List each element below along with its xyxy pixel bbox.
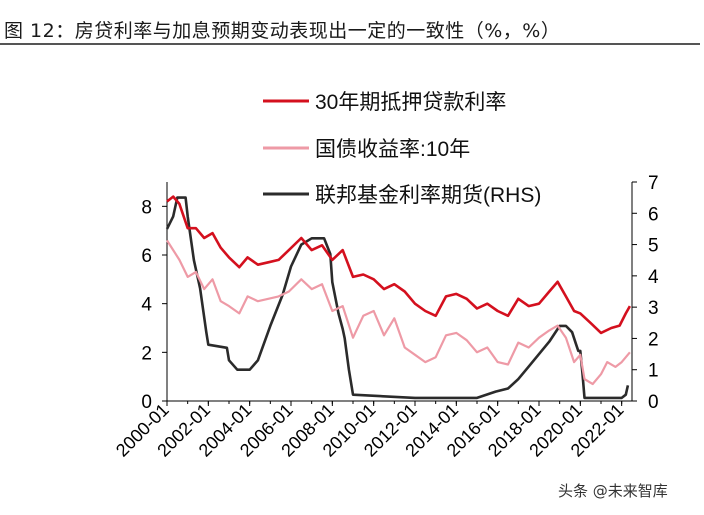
legend-label-2: 国债收益率:10年 (315, 138, 470, 161)
y-tick-label-right: 1 (648, 361, 659, 382)
axes: 02468012345672000-012002-012004-012006-0… (112, 173, 659, 461)
watermark: 头条 @未来智库 (558, 482, 668, 500)
y-tick-label-right: 3 (648, 298, 659, 319)
y-tick-label-right: 7 (648, 173, 659, 194)
title-rule (0, 43, 700, 45)
y-tick-label-right: 4 (648, 267, 659, 288)
legend-label-1: 30年期抵押贷款利率 (315, 91, 506, 114)
y-tick-label-right: 6 (648, 204, 659, 225)
series-line-2 (166, 239, 631, 386)
y-tick-label-right: 0 (648, 392, 659, 413)
chart-title: 图 12：房贷利率与加息预期变动表现出一定的一致性（%，%） (4, 20, 561, 42)
y-tick-label-left: 2 (141, 343, 152, 364)
y-tick-label-left: 0 (141, 392, 152, 413)
series-line-1 (166, 195, 632, 335)
y-tick-label-left: 4 (141, 295, 152, 316)
series-line-3 (165, 196, 630, 400)
y-tick-label-right: 5 (648, 236, 659, 257)
y-tick-label-left: 8 (141, 197, 152, 218)
legend-label-3: 联邦基金利率期货(RHS) (315, 184, 541, 207)
y-tick-label-left: 6 (141, 246, 152, 267)
y-tick-label-right: 2 (648, 329, 659, 350)
series-lines (165, 195, 632, 400)
